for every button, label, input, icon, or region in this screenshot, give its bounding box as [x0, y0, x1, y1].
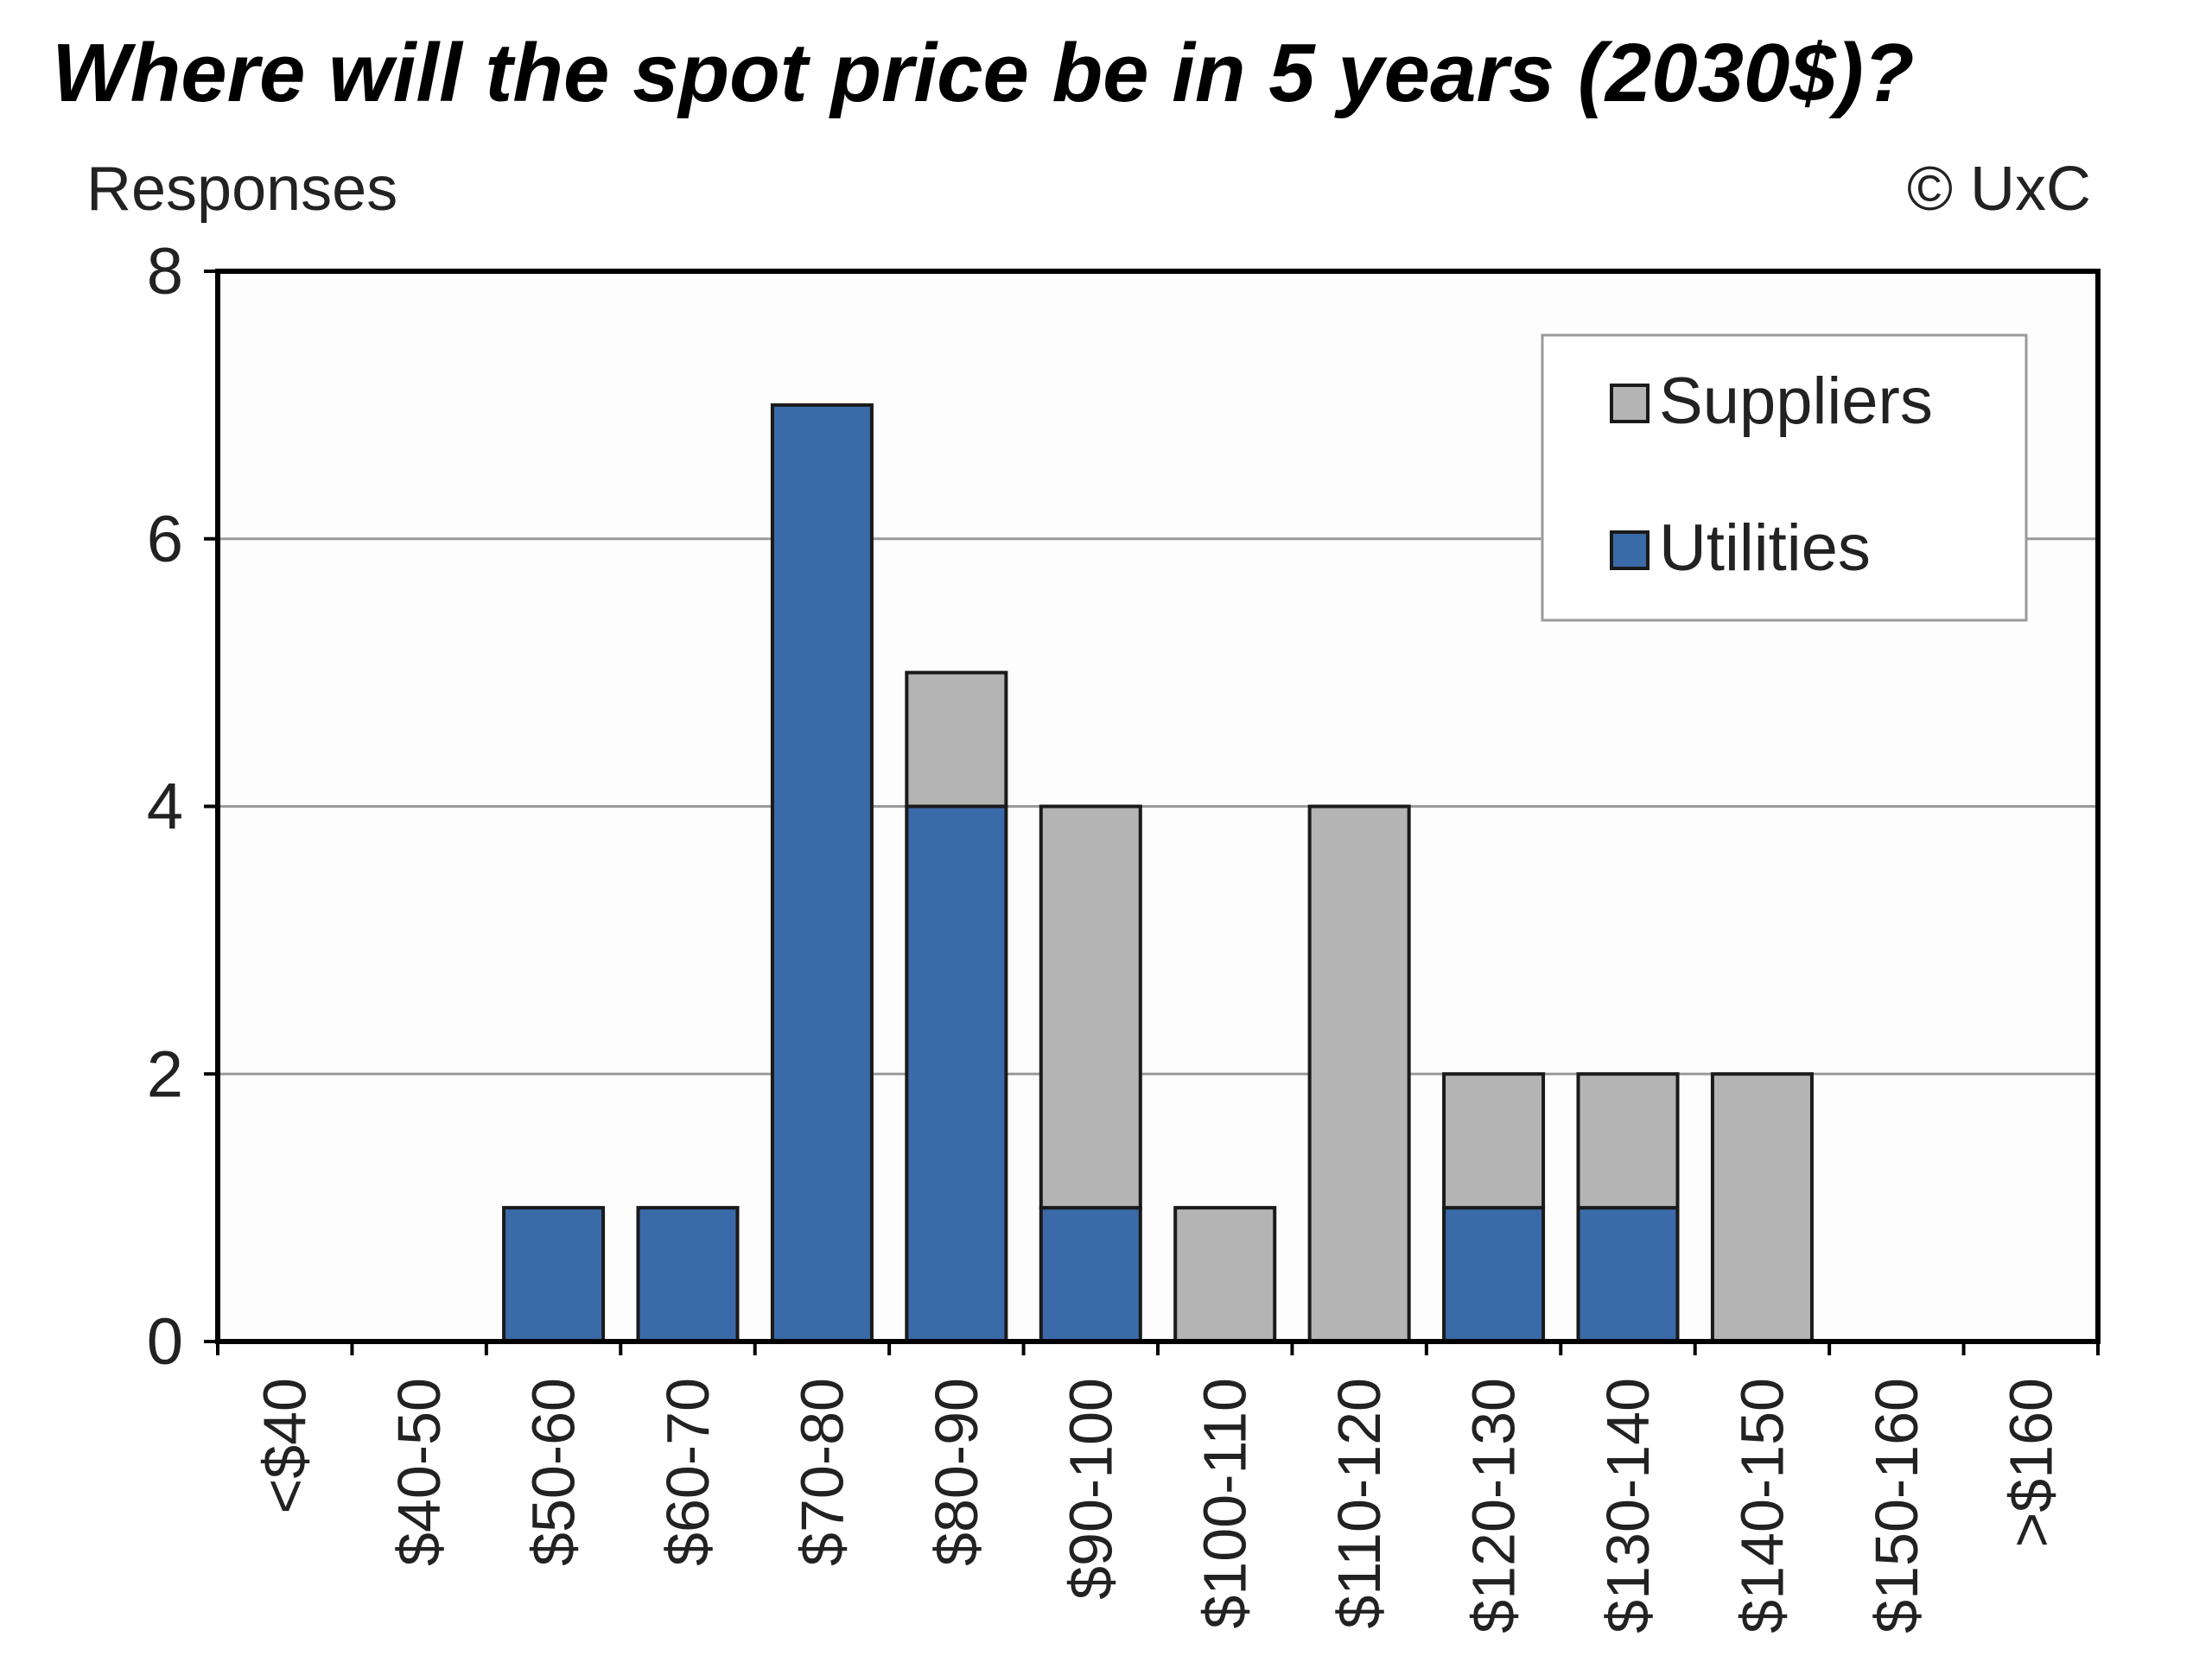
bar-utilities	[636, 1206, 740, 1343]
y-tick-label: 2	[147, 1037, 183, 1111]
bar-utilities	[1442, 1206, 1546, 1343]
x-tick-label: $70-80	[788, 1378, 855, 1566]
y-tick-label: 4	[147, 771, 183, 844]
bar-utilities	[1576, 1206, 1680, 1343]
legend-box	[1541, 333, 2028, 622]
bar-suppliers	[1442, 1072, 1546, 1210]
x-tick-label: $120-130	[1460, 1378, 1528, 1633]
y-axis-label: Responses	[86, 155, 397, 224]
legend: Suppliers Utilities	[1541, 333, 2028, 622]
x-tick-label: >$160	[1997, 1378, 2064, 1548]
x-tick-label: $150-160	[1863, 1378, 1930, 1633]
bar-suppliers	[1710, 1072, 1814, 1343]
bars	[502, 403, 1814, 1343]
x-tick-label: $50-60	[520, 1378, 588, 1566]
y-tick-label: 0	[147, 1305, 183, 1379]
x-tick-label: $140-150	[1728, 1378, 1796, 1633]
bar-suppliers	[905, 670, 1008, 809]
y-tick-label: 8	[147, 235, 183, 308]
legend-swatch-utilities	[1610, 530, 1649, 570]
bar-suppliers	[1039, 804, 1142, 1210]
bar-suppliers	[1173, 1206, 1277, 1343]
bar-utilities	[1039, 1206, 1142, 1343]
x-tick-label: <$40	[251, 1378, 319, 1514]
x-tick-label: $100-110	[1192, 1378, 1259, 1629]
bar-utilities	[905, 804, 1008, 1343]
bar-suppliers	[1307, 804, 1411, 1343]
x-tick-label: $80-90	[923, 1378, 990, 1566]
legend-swatch-suppliers	[1610, 384, 1649, 423]
bar-utilities	[770, 403, 874, 1343]
plot-frame	[215, 269, 2101, 1344]
legend-label-suppliers: Suppliers	[1659, 365, 1933, 438]
chart-title: Where will the spot price be in 5 years …	[52, 27, 1915, 119]
x-tick-label: $40-50	[385, 1378, 453, 1566]
bar-suppliers	[1576, 1072, 1680, 1210]
x-tick-label: $60-70	[654, 1378, 721, 1566]
x-tick-label: $130-140	[1594, 1378, 1662, 1633]
bar-utilities	[502, 1206, 606, 1343]
legend-label-utilities: Utilities	[1659, 511, 1871, 585]
axes: 0 2 4 6 8 <$40 $40-50 $50-60 $60-70 $70-80 $80-90 $…	[147, 235, 2101, 1633]
x-tick-label: $90-100	[1057, 1378, 1124, 1600]
copyright-label: © UxC	[1907, 155, 2091, 224]
x-tick-label: $110-120	[1325, 1378, 1393, 1629]
y-tick-label: 6	[147, 503, 183, 576]
